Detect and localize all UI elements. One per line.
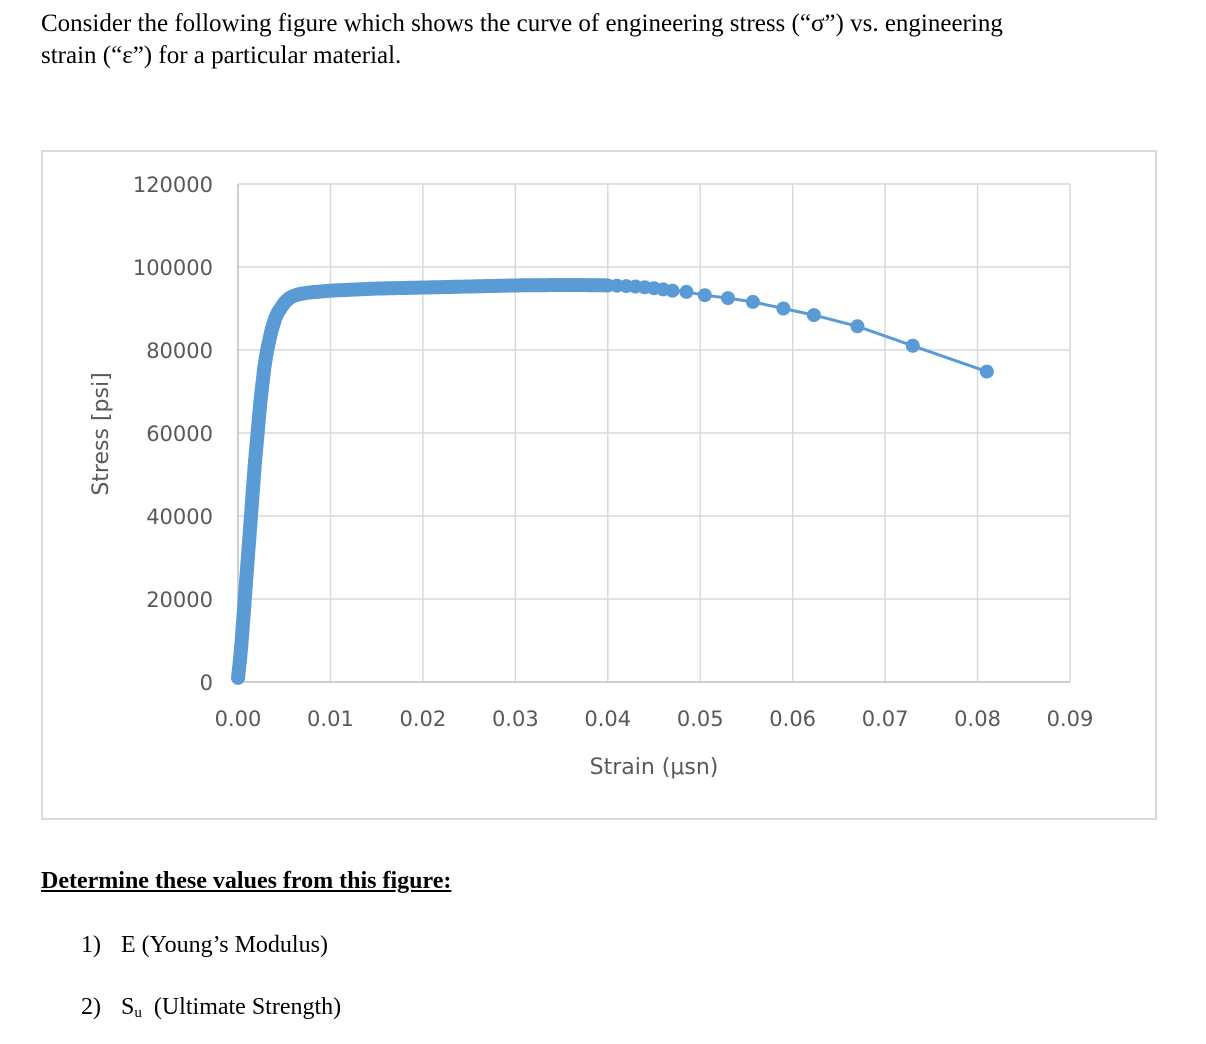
data-point [721,291,735,306]
task-item-text: (Ultimate Strength) [153,994,342,1020]
data-point [776,301,791,316]
data-point [745,294,760,309]
problem-statement-line-2: strain (“ε”) for a particular material. [41,42,402,69]
y-tick-label: 80000 [146,339,213,363]
data-point [806,308,821,323]
task-heading: Determine these values from this figure: [41,868,452,894]
y-tick-label: 60000 [146,422,213,446]
task-item-text: E (Young’s Modulus) [121,932,328,958]
x-tick-label: 0.05 [677,707,724,731]
y-tick-label: 20000 [146,588,213,612]
data-point [850,319,865,334]
task-item-youngs-modulus: 1) E (Young’s Modulus) [81,932,328,959]
y-axis-title: Stress [psi] [89,372,114,495]
x-tick-label: 0.09 [1047,707,1094,731]
chart-gridlines [238,183,1071,682]
y-tick-label: 40000 [146,505,213,529]
data-point [905,338,920,353]
x-tick-label: 0.06 [769,707,816,731]
task-item-number: 2) [81,994,101,1020]
x-tick-label: 0.08 [954,707,1001,731]
y-tick-label: 0 [200,671,213,695]
data-point [697,288,712,303]
x-tick-label: 0.03 [492,707,539,731]
chart-frame [41,150,1157,820]
x-tick-label: 0.07 [862,707,909,731]
x-tick-label: 0.04 [584,707,631,731]
x-axis-title: Strain (μsn) [590,755,719,780]
data-point [979,364,994,379]
chart-series [231,278,994,685]
task-item-ultimate-strength: 2) Su (Ultimate Strength) [81,994,341,1022]
series-line [236,283,988,679]
task-item-symbol: S [121,994,135,1020]
x-tick-label: 0.00 [215,707,262,731]
y-tick-label: 100000 [133,256,213,280]
x-tick-label: 0.01 [307,707,354,731]
data-point [679,284,694,299]
problem-statement-line-1: Consider the following figure which show… [41,10,1003,37]
y-tick-label: 120000 [133,173,213,197]
data-point [665,283,680,298]
task-item-number: 1) [81,932,101,958]
y-tick-labels: 0 20000 40000 60000 80000 100000 120000 [133,173,213,695]
task-item-subscript: u [134,1005,142,1021]
problem-statement: Consider the following figure which show… [41,8,1121,72]
x-tick-labels: 0.00 0.01 0.02 0.03 0.04 0.05 0.06 0.07 0.08 0.09 [215,707,1094,731]
x-tick-label: 0.02 [400,707,447,731]
